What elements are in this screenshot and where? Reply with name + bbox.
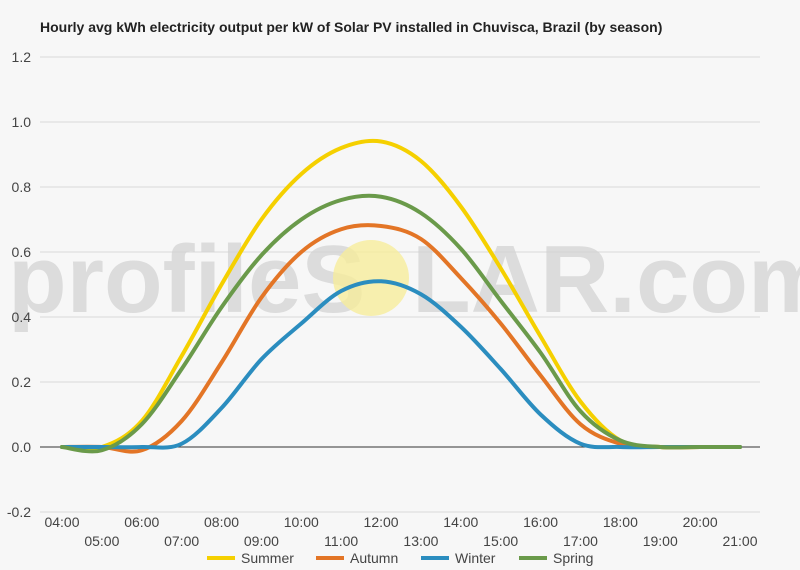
y-tick-label: 0.6	[12, 244, 32, 260]
x-tick-label: 09:00	[244, 533, 279, 549]
x-tick-label: 17:00	[563, 533, 598, 549]
legend: Summer Autumn Winter Spring	[207, 550, 593, 566]
legend-label-autumn: Autumn	[350, 550, 398, 566]
watermark-sun	[333, 240, 409, 316]
x-tick-label: 04:00	[44, 514, 79, 530]
watermark-text-left: profileS	[8, 226, 365, 333]
x-tick-label: 19:00	[643, 533, 678, 549]
x-tick-label: 10:00	[284, 514, 319, 530]
y-tick-label: 1.0	[12, 114, 32, 130]
legend-label-spring: Spring	[553, 550, 593, 566]
legend-label-winter: Winter	[455, 550, 496, 566]
x-tick-label: 16:00	[523, 514, 558, 530]
chart-title: Hourly avg kWh electricity output per kW…	[40, 19, 663, 35]
x-tick-label: 06:00	[124, 514, 159, 530]
x-axis-ticks: 04:00 05:00 06:00 07:00 08:00 09:00 10:00 11:00…	[44, 514, 757, 549]
y-tick-label: 0.2	[12, 374, 32, 390]
y-tick-label: 0.4	[12, 309, 32, 325]
watermark: profileS LAR.com	[8, 226, 800, 333]
x-tick-label: 12:00	[364, 514, 399, 530]
y-axis-ticks: -0.2 0.0 0.2 0.4 0.6 0.8 1.0 1.2	[7, 49, 31, 520]
x-tick-label: 08:00	[204, 514, 239, 530]
x-tick-label: 21:00	[722, 533, 757, 549]
y-tick-label: 0.0	[12, 439, 32, 455]
x-tick-label: 07:00	[164, 533, 199, 549]
series-line-spring	[60, 193, 742, 454]
series-line-winter	[60, 279, 742, 450]
legend-label-summer: Summer	[241, 550, 294, 566]
series-lines	[60, 138, 742, 454]
y-tick-label: -0.2	[7, 504, 31, 520]
x-tick-label: 13:00	[403, 533, 438, 549]
y-tick-label: 0.8	[12, 179, 32, 195]
watermark-text-right: LAR.com	[412, 226, 800, 333]
x-tick-label: 11:00	[324, 533, 358, 549]
x-tick-label: 14:00	[443, 514, 478, 530]
x-tick-label: 20:00	[683, 514, 718, 530]
series-line-autumn	[60, 223, 742, 454]
x-tick-label: 15:00	[483, 533, 518, 549]
y-tick-label: 1.2	[12, 49, 32, 65]
x-tick-label: 05:00	[84, 533, 119, 549]
x-tick-label: 18:00	[603, 514, 638, 530]
grid-lines	[40, 56, 760, 513]
